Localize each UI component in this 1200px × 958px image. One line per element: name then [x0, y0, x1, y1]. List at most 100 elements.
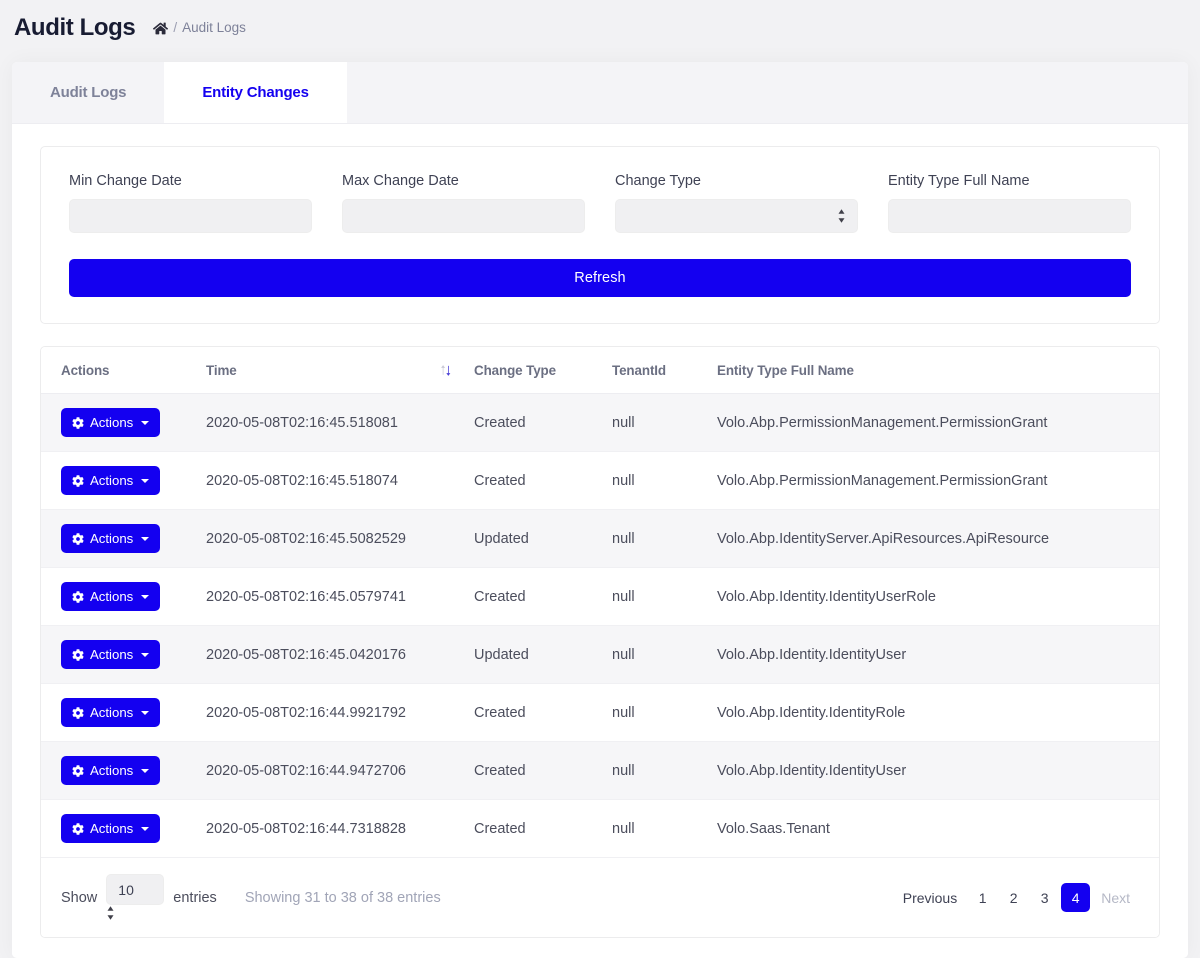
- cell-tenant-id: null: [612, 741, 717, 801]
- entity-changes-table-card: Actions Time: [40, 346, 1160, 939]
- row-actions-label: Actions: [90, 589, 134, 605]
- chevron-down-icon: [141, 594, 150, 599]
- table-header-row: Actions Time: [41, 347, 1159, 395]
- change-type-select[interactable]: CreatedUpdatedDeleted: [615, 199, 858, 234]
- cell-tenant-id: null: [612, 799, 717, 859]
- showing-info: Showing 31 to 38 of 38 entries: [244, 889, 441, 906]
- th-time-label: Time: [206, 363, 237, 379]
- cell-time: 2020-05-08T02:16:45.0420176: [206, 625, 474, 685]
- min-change-date-label: Min Change Date: [69, 173, 182, 189]
- cell-change-type: Created: [474, 799, 612, 859]
- table-head: Actions Time: [41, 347, 1159, 395]
- pagination-page-1[interactable]: 1: [968, 883, 997, 912]
- row-actions-label: Actions: [90, 415, 134, 431]
- row-actions-label: Actions: [90, 473, 134, 489]
- row-actions-label: Actions: [90, 763, 134, 779]
- entity-changes-table: Actions Time: [41, 347, 1159, 859]
- cell-time: 2020-05-08T02:16:45.0579741: [206, 567, 474, 627]
- gear-icon: [72, 765, 84, 777]
- entity-type-full-name-label: Entity Type Full Name: [888, 173, 1030, 189]
- row-actions-button[interactable]: Actions: [61, 640, 161, 670]
- pagination-page-3[interactable]: 3: [1030, 883, 1059, 912]
- min-change-date-input[interactable]: [69, 199, 312, 234]
- page-header: Audit Logs / Audit Logs: [0, 0, 1200, 56]
- chevron-down-icon: [141, 826, 150, 831]
- th-entity-type-full-name: Entity Type Full Name: [717, 347, 1159, 395]
- cell-actions: Actions: [41, 509, 206, 569]
- pagination: Previous 1 2 3 4 Next: [894, 883, 1139, 913]
- gear-icon: [72, 707, 84, 719]
- table-row: Actions 2020-05-08T02:16:45.0579741 Create…: [41, 567, 1159, 627]
- page-length-select-wrap: 102550100: [106, 874, 165, 921]
- change-type-label: Change Type: [615, 173, 701, 189]
- tab-bar: Audit Logs Entity Changes: [12, 62, 1188, 124]
- chevron-down-icon: [141, 768, 150, 773]
- row-actions-button[interactable]: Actions: [61, 814, 161, 844]
- change-type-select-wrap: CreatedUpdatedDeleted: [615, 199, 858, 234]
- cell-entity-type-full-name: Volo.Abp.Identity.IdentityUser: [717, 625, 1159, 685]
- card-body: Min Change Date Max Change Date Change T…: [12, 124, 1188, 958]
- row-actions-button[interactable]: Actions: [61, 466, 161, 496]
- cell-time: 2020-05-08T02:16:44.9472706: [206, 741, 474, 801]
- home-icon[interactable]: [153, 21, 169, 36]
- cell-entity-type-full-name: Volo.Abp.PermissionManagement.Permission…: [717, 393, 1159, 453]
- gear-icon: [72, 475, 84, 487]
- th-time[interactable]: Time: [206, 347, 474, 395]
- tab-audit-logs[interactable]: Audit Logs: [12, 62, 164, 123]
- field-max-change-date: Max Change Date: [342, 173, 585, 234]
- row-actions-button[interactable]: Actions: [61, 582, 161, 612]
- row-actions-button[interactable]: Actions: [61, 524, 161, 554]
- cell-change-type: Created: [474, 683, 612, 743]
- sort-desc-icon[interactable]: [440, 363, 452, 378]
- row-actions-button[interactable]: Actions: [61, 408, 161, 438]
- chevron-down-icon: [141, 710, 150, 715]
- max-change-date-input[interactable]: [342, 199, 585, 234]
- breadcrumb-current: Audit Logs: [182, 20, 246, 36]
- cell-entity-type-full-name: Volo.Abp.Identity.IdentityUser: [717, 741, 1159, 801]
- row-actions-button[interactable]: Actions: [61, 756, 161, 786]
- cell-actions: Actions: [41, 741, 206, 801]
- tab-entity-changes[interactable]: Entity Changes: [164, 62, 347, 123]
- table-row: Actions 2020-05-08T02:16:45.518081 Created…: [41, 393, 1159, 453]
- page-title: Audit Logs: [14, 14, 136, 41]
- max-change-date-label: Max Change Date: [342, 173, 459, 189]
- page-length-select[interactable]: 102550100: [106, 874, 165, 906]
- pagination-page-4[interactable]: 4: [1061, 883, 1091, 913]
- cell-actions: Actions: [41, 393, 206, 453]
- cell-tenant-id: null: [612, 451, 717, 511]
- updown-arrows-icon: [106, 905, 164, 921]
- cell-time: 2020-05-08T02:16:44.7318828: [206, 799, 474, 859]
- entries-label: entries: [173, 889, 217, 906]
- table-row: Actions 2020-05-08T02:16:44.9921792 Create…: [41, 683, 1159, 743]
- table-row: Actions 2020-05-08T02:16:45.5082529 Update…: [41, 509, 1159, 569]
- table-body: Actions 2020-05-08T02:16:45.518081 Created…: [41, 393, 1159, 859]
- table-row: Actions 2020-05-08T02:16:44.7318828 Create…: [41, 799, 1159, 859]
- chevron-down-icon: [141, 478, 150, 483]
- refresh-button[interactable]: Refresh: [69, 259, 1131, 298]
- pagination-previous[interactable]: Previous: [894, 883, 966, 912]
- entity-type-full-name-input[interactable]: [888, 199, 1131, 234]
- chevron-down-icon: [141, 652, 150, 657]
- pagination-page-2[interactable]: 2: [999, 883, 1028, 912]
- gear-icon: [72, 533, 84, 545]
- breadcrumb-separator: /: [173, 20, 178, 36]
- gear-icon: [72, 591, 84, 603]
- cell-tenant-id: null: [612, 683, 717, 743]
- cell-actions: Actions: [41, 567, 206, 627]
- cell-change-type: Created: [474, 567, 612, 627]
- cell-actions: Actions: [41, 625, 206, 685]
- cell-entity-type-full-name: Volo.Abp.IdentityServer.ApiResources.Api…: [717, 509, 1159, 569]
- chevron-down-icon: [141, 536, 150, 541]
- table-row: Actions 2020-05-08T02:16:45.0420176 Update…: [41, 625, 1159, 685]
- pagination-next: Next: [1092, 883, 1139, 912]
- gear-icon: [72, 417, 84, 429]
- filter-row: Min Change Date Max Change Date Change T…: [69, 173, 1131, 234]
- cell-entity-type-full-name: Volo.Abp.PermissionManagement.Permission…: [717, 451, 1159, 511]
- row-actions-button[interactable]: Actions: [61, 698, 161, 728]
- row-actions-label: Actions: [90, 531, 134, 547]
- cell-change-type: Updated: [474, 509, 612, 569]
- cell-change-type: Created: [474, 741, 612, 801]
- gear-icon: [72, 649, 84, 661]
- row-actions-label: Actions: [90, 821, 134, 837]
- th-change-type: Change Type: [474, 347, 612, 395]
